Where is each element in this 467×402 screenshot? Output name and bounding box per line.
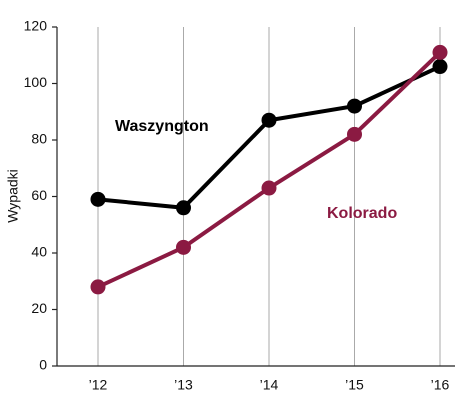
y-tick-label: 80 — [31, 131, 47, 147]
y-tick-label: 120 — [24, 18, 48, 34]
point — [432, 59, 448, 75]
y-tick-label: 60 — [31, 187, 47, 203]
point — [90, 279, 106, 295]
y-axis-label: Wypadki — [5, 169, 21, 223]
x-tick-label: ’12 — [89, 377, 108, 393]
point — [261, 112, 277, 128]
point — [261, 180, 277, 196]
point — [432, 44, 448, 60]
x-tick-label: ’14 — [260, 377, 279, 393]
y-tick-label: 20 — [31, 300, 47, 316]
series-label: Kolorado — [327, 205, 397, 222]
x-tick-label: ’15 — [345, 377, 364, 393]
x-tick-label: ’13 — [174, 377, 193, 393]
y-tick-label: 100 — [24, 74, 48, 90]
point — [347, 126, 362, 142]
y-tick-label: 40 — [31, 244, 47, 260]
point — [176, 200, 191, 216]
x-tick-label: ’16 — [431, 377, 450, 393]
point — [90, 191, 106, 207]
point — [176, 239, 191, 255]
y-tick-label: 0 — [39, 357, 47, 373]
series-label: Waszyngton — [115, 118, 209, 135]
point — [347, 98, 362, 114]
